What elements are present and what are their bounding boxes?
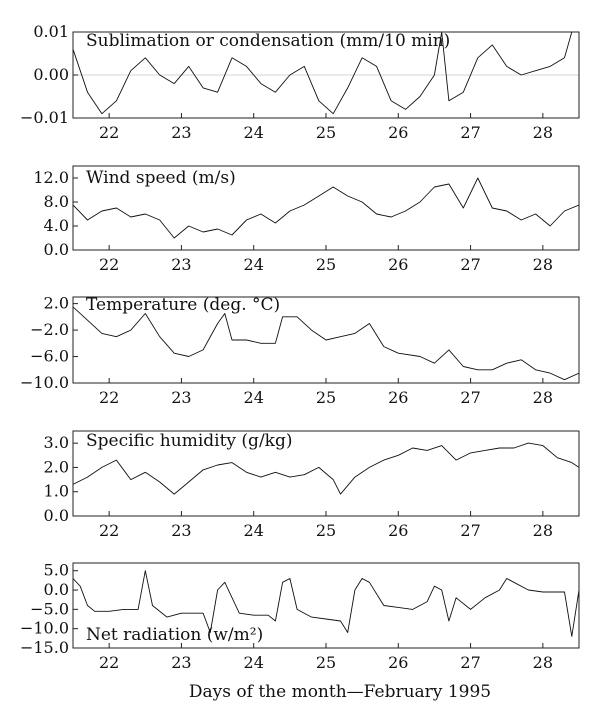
x-tick-label: 22 [99, 255, 119, 274]
series-line [73, 306, 579, 381]
series-line [73, 442, 579, 495]
x-tick-label: 24 [244, 388, 264, 407]
x-tick-label: 27 [460, 653, 480, 672]
panel-4: 3.0 2.0 1.0 0.0 22 23 24 25 26 27 28 Specific humid… [44, 430, 580, 540]
panel-title: Temperature (deg. °C) [86, 295, 280, 315]
x-tick-label: 25 [316, 521, 336, 540]
x-tick-label: 25 [316, 255, 336, 274]
y-tick-label: 8.0 [44, 192, 69, 211]
x-tick-label: 22 [99, 388, 119, 407]
y-tick-label: 0.0 [44, 240, 69, 259]
y-tick-label: −10.0 [20, 373, 69, 392]
x-tick-label: 25 [316, 388, 336, 407]
y-tick-label: 12.0 [33, 168, 69, 187]
x-tick-label: 23 [171, 521, 191, 540]
x-tick-label: 25 [316, 653, 336, 672]
x-tick-label: 24 [244, 521, 264, 540]
x-tick-label: 22 [99, 653, 119, 672]
y-tick-label: −15.0 [20, 638, 69, 657]
series-line [73, 570, 579, 637]
x-tick-label: 26 [388, 123, 408, 142]
x-tick-label: 22 [99, 521, 119, 540]
x-tick-label: 24 [244, 653, 264, 672]
x-tick-label: 26 [388, 521, 408, 540]
x-tick-label: 23 [171, 388, 191, 407]
panel-1: 0.01 0.00 −0.01 22 23 24 25 26 27 28 Sublimation o… [20, 22, 580, 142]
panels: 0.01 0.00 −0.01 22 23 24 25 26 27 28 Sublimation o… [20, 22, 580, 672]
y-tick-label: 0.01 [33, 22, 69, 41]
y-tick-label: −10.0 [20, 619, 69, 638]
y-tick-label: 0.0 [44, 506, 69, 525]
series-line [73, 177, 579, 239]
y-tick-label: 1.0 [44, 482, 69, 501]
x-tick-label: 28 [533, 521, 553, 540]
panel-title: Net radiation (w/m²) [86, 625, 263, 645]
panel-2: 12.0 8.0 4.0 0.0 22 23 24 25 26 27 28 Wind speed (m… [33, 165, 580, 274]
x-tick-label: 28 [533, 123, 553, 142]
y-tick-label: −6.0 [30, 347, 69, 366]
x-tick-label: 26 [388, 653, 408, 672]
panel-title: Wind speed (m/s) [86, 168, 236, 188]
y-tick-label: −5.0 [30, 599, 69, 618]
y-tick-label: −0.01 [20, 108, 69, 127]
y-tick-label: 4.0 [44, 216, 69, 235]
panel-5: 5.00.0−5.0−10.0−15.0 22 23 24 25 26 27 28 Net ra… [20, 561, 580, 672]
panel-3: 2.0 −2.0 −6.0 −10.0 22 23 24 25 26 27 28 Temperatur… [20, 294, 580, 407]
x-tick-label: 24 [244, 123, 264, 142]
y-tick-label: 2.0 [44, 294, 69, 313]
x-tick-label: 27 [460, 388, 480, 407]
x-tick-label: 24 [244, 255, 264, 274]
x-tick-label: 23 [171, 255, 191, 274]
x-tick-label: 28 [533, 653, 553, 672]
x-tick-label: 25 [316, 123, 336, 142]
x-tick-label: 27 [460, 123, 480, 142]
x-tick-label: 26 [388, 388, 408, 407]
x-tick-label: 28 [533, 388, 553, 407]
y-tick-label: −2.0 [30, 320, 69, 339]
x-tick-label: 22 [99, 123, 119, 142]
y-tick-label: 0.00 [33, 65, 69, 84]
y-tick-label: 2.0 [44, 457, 69, 476]
y-tick-label: 0.0 [44, 580, 69, 599]
x-tick-label: 28 [533, 255, 553, 274]
panel-title: Specific humidity (g/kg) [86, 431, 292, 451]
x-tick-label: 27 [460, 521, 480, 540]
y-tick-label: 5.0 [44, 561, 69, 580]
x-tick-label: 26 [388, 255, 408, 274]
x-tick-label: 23 [171, 653, 191, 672]
y-tick-label: 3.0 [44, 433, 69, 452]
x-axis-label: Days of the month—February 1995 [189, 682, 491, 702]
x-tick-label: 23 [171, 123, 191, 142]
series-line [73, 32, 579, 115]
panel-title: Sublimation or condensation (mm/10 min) [86, 31, 450, 51]
x-tick-label: 27 [460, 255, 480, 274]
